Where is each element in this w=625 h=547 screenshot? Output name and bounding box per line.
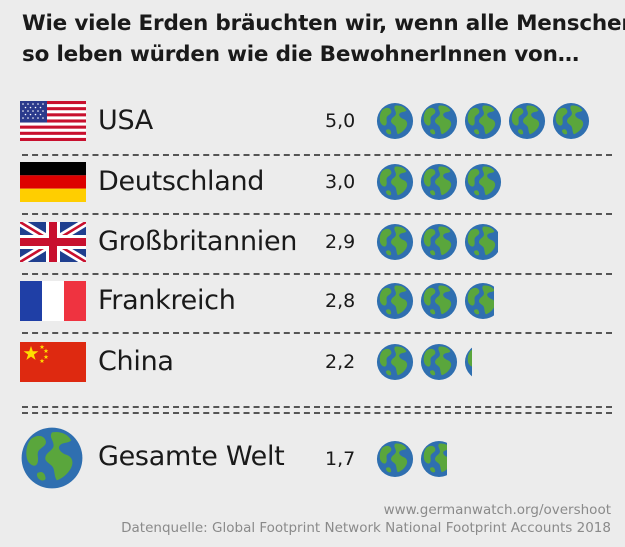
chart-title: Wie viele Erden bräuchten wir, wenn alle… xyxy=(22,8,625,70)
earth-globe-icon xyxy=(420,440,447,478)
earth-globe-icon xyxy=(420,223,458,261)
title-line-2: so leben würden wie die BewohnerInnen vo… xyxy=(22,42,580,67)
source-url: www.germanwatch.org/overshoot xyxy=(383,502,611,518)
usa-flag-icon xyxy=(20,101,86,141)
earth-globe-icon xyxy=(552,102,590,140)
row-divider xyxy=(22,213,612,215)
france-flag-icon xyxy=(20,281,86,321)
row-divider xyxy=(22,154,612,156)
earth-globe-icon xyxy=(420,102,458,140)
country-row-usa: USA 5,0 xyxy=(0,101,625,161)
value-label: 5,0 xyxy=(325,110,356,132)
earth-globe-icon xyxy=(376,440,414,478)
earth-globe-icon xyxy=(376,102,414,140)
earth-globe-icon xyxy=(464,282,494,320)
world-label: Gesamte Welt xyxy=(98,441,285,472)
earth-globe-icon xyxy=(376,223,414,261)
earth-globe-icon xyxy=(464,102,502,140)
country-label: Deutschland xyxy=(98,166,265,197)
china-flag-icon xyxy=(20,342,86,382)
world-divider xyxy=(22,406,612,414)
country-label: Frankreich xyxy=(98,285,236,316)
value-label: 3,0 xyxy=(325,171,356,193)
value-label: 2,8 xyxy=(325,290,356,312)
country-row-deutschland: Deutschland 3,0 xyxy=(0,162,625,222)
earth-globe-icon xyxy=(464,343,472,381)
earth-globe-icon xyxy=(420,163,458,201)
world-value-label: 1,7 xyxy=(325,448,356,470)
earth-globe-icon xyxy=(420,343,458,381)
earth-globe-icon xyxy=(508,102,546,140)
value-label: 2,9 xyxy=(325,231,356,253)
source-credit: Datenquelle: Global Footprint Network Na… xyxy=(121,520,611,536)
value-label: 2,2 xyxy=(325,351,356,373)
earth-globe-icon xyxy=(376,343,414,381)
country-row-china: China 2,2 xyxy=(0,342,625,402)
uk-flag-icon xyxy=(20,222,86,262)
earth-globe-icon xyxy=(420,282,458,320)
earth-globe-icon xyxy=(464,163,502,201)
row-divider xyxy=(22,332,612,334)
earth-globe-icon xyxy=(376,282,414,320)
country-row-grossbritannien: Großbritannien 2,9 xyxy=(0,222,625,282)
title-line-1: Wie viele Erden bräuchten wir, wenn alle… xyxy=(22,11,625,36)
country-label: USA xyxy=(98,105,153,136)
earth-globe-icon xyxy=(21,427,83,489)
country-row-frankreich: Frankreich 2,8 xyxy=(0,281,625,341)
earth-globe-icon xyxy=(376,163,414,201)
row-divider xyxy=(22,273,612,275)
country-label: Großbritannien xyxy=(98,226,298,257)
germany-flag-icon xyxy=(20,162,86,202)
earth-globe-icon xyxy=(464,223,498,261)
country-label: China xyxy=(98,346,174,377)
